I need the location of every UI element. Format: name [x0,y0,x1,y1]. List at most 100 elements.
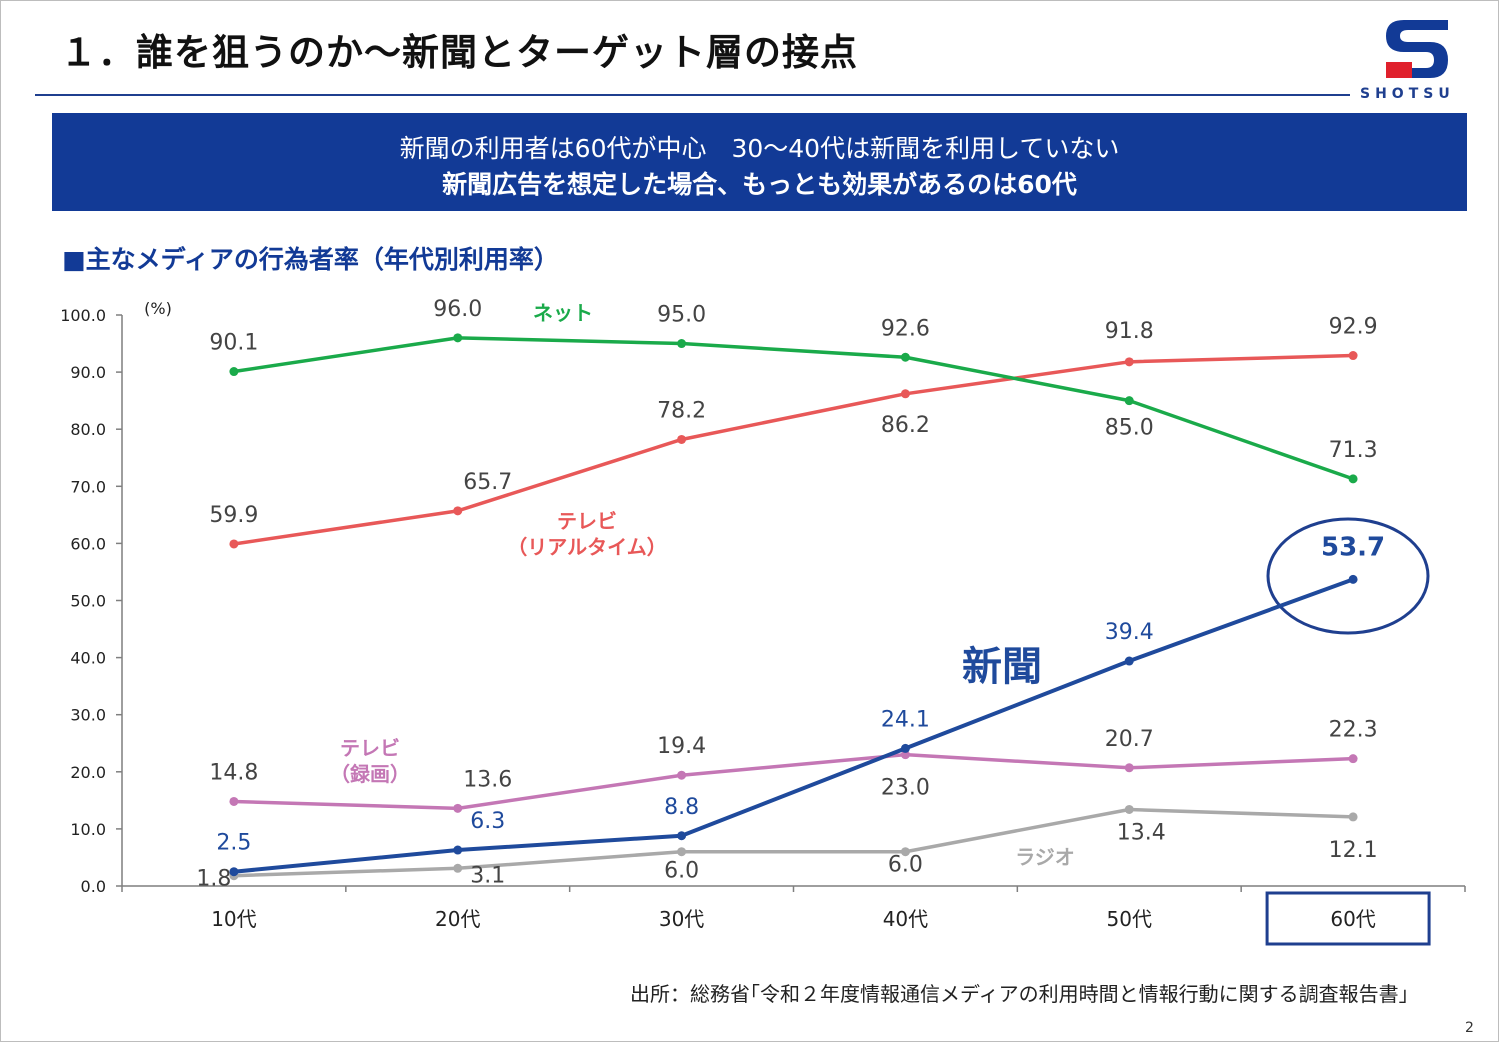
data-label: 90.1 [209,331,258,356]
data-point-ラジオ [677,847,687,857]
series-tag-label: ラジオ [1015,845,1075,869]
data-point-テレビ（リアルタイム） [1348,351,1358,361]
data-label: 14.8 [209,760,258,785]
section-heading: ■主なメディアの行為者率（年代別利用率） [62,245,559,274]
data-point-テレビ（リアルタイム） [229,539,239,549]
banner-line-1: 新聞の利用者は60代が中心 30～40代は新聞を利用していない [399,134,1120,163]
data-label: 92.6 [881,316,930,341]
data-point-新聞 [900,743,910,753]
data-label: 24.1 [881,707,930,732]
data-point-新聞 [677,831,687,841]
y-axis-unit-label: (%) [144,299,172,318]
data-point-ネット [229,367,239,377]
x-tick-label: 10代 [211,907,256,931]
data-label: 65.7 [463,470,512,495]
series-line-ネット [233,336,1354,481]
series-tag-label: テレビ [340,736,400,760]
data-label: 6.3 [470,809,505,834]
data-label: 86.2 [881,413,930,438]
y-tick-label: 80.0 [70,420,106,439]
series-tag-label: ネット [533,301,593,325]
x-tick-label: 40代 [883,907,928,931]
data-point-ラジオ [900,847,910,857]
data-point-新聞 [1348,574,1358,584]
highlight-value-circle [1266,517,1430,635]
data-label: 39.4 [1105,620,1154,645]
data-label: 23.0 [881,776,930,801]
series-line-テレビ（リアルタイム） [233,353,1354,546]
data-point-ラジオ [1124,804,1134,814]
data-point-テレビ（リアルタイム） [677,434,687,444]
title-underline [35,94,1350,96]
x-tick-label: 50代 [1107,907,1152,931]
highlight-category-box [1265,891,1431,946]
data-label: 92.9 [1329,315,1378,340]
x-tick-label: 20代 [435,907,480,931]
data-point-ネット [1348,474,1358,484]
data-label: 8.8 [664,795,699,820]
data-label: 2.5 [216,831,251,856]
shotsu-logo-icon [1386,20,1448,78]
y-tick-label: 0.0 [81,877,106,896]
data-label: 53.7 [1321,532,1385,562]
y-tick-label: 70.0 [70,477,106,496]
banner-line-2: 新聞広告を想定した場合、もっとも効果があるのは60代 [442,170,1077,199]
data-label: 13.4 [1117,820,1166,845]
data-point-ネット [1124,396,1134,406]
data-point-ネット [900,352,910,362]
data-label: 12.1 [1329,838,1378,863]
series-tag-label: （録画） [330,762,410,786]
series-tag-label: （リアルタイム） [507,535,666,559]
y-tick-label: 60.0 [70,534,106,553]
data-label: 3.1 [470,863,505,888]
series-tag-label: 新聞 [962,644,1042,690]
data-label: 19.4 [657,734,706,759]
data-point-テレビ（録画） [1348,754,1358,764]
x-tick-label: 30代 [659,907,704,931]
y-tick-label: 30.0 [70,706,106,725]
page-number: 2 [1465,1020,1474,1036]
data-label: 22.3 [1329,718,1378,743]
data-label: 13.6 [463,767,512,792]
data-point-テレビ（リアルタイム） [900,389,910,399]
y-tick-label: 90.0 [70,363,106,382]
data-label: 6.0 [664,859,699,884]
data-point-テレビ（リアルタイム） [453,506,463,516]
data-point-新聞 [453,845,463,855]
data-label: 95.0 [657,303,706,328]
data-label: 1.8 [196,867,231,892]
source-note: 出所：総務省｢令和２年度情報通信メディアの利用時間と情報行動に関する調査報告書｣ [630,982,1409,1006]
data-label: 78.2 [657,398,706,423]
data-point-テレビ（録画） [229,796,239,806]
y-tick-label: 10.0 [70,820,106,839]
x-tick-label: 60代 [1330,907,1375,931]
data-point-テレビ（録画） [677,770,687,780]
data-point-テレビ（録画） [1124,763,1134,773]
data-point-テレビ（録画） [453,803,463,813]
y-tick-label: 40.0 [70,649,106,668]
data-point-ラジオ [453,863,463,873]
slide-title: １．誰を狙うのか～新聞とターゲット層の接点 [60,31,858,74]
data-point-新聞 [229,867,239,877]
y-tick-label: 50.0 [70,592,106,611]
logo-wordmark: SHOTSU [1360,86,1455,102]
series-line-テレビ（録画） [233,752,1354,811]
data-label: 71.3 [1329,438,1378,463]
data-label: 85.0 [1105,416,1154,441]
y-tick-label: 100.0 [60,306,106,325]
data-label: 59.9 [209,503,258,528]
y-tick-label: 20.0 [70,763,106,782]
series-line-新聞 [233,577,1354,874]
data-point-ネット [453,333,463,343]
summary-banner: 新聞の利用者は60代が中心 30～40代は新聞を利用していない 新聞広告を想定し… [52,113,1467,211]
data-point-テレビ（録画） [900,750,910,760]
data-label: 96.0 [433,297,482,322]
series-line-ラジオ [233,807,1354,878]
data-point-新聞 [1124,656,1134,666]
series-tag-label: テレビ [557,509,617,533]
data-label: 91.8 [1105,319,1154,344]
data-label: 20.7 [1105,727,1154,752]
data-point-テレビ（リアルタイム） [1124,357,1134,367]
data-point-ネット [677,339,687,349]
